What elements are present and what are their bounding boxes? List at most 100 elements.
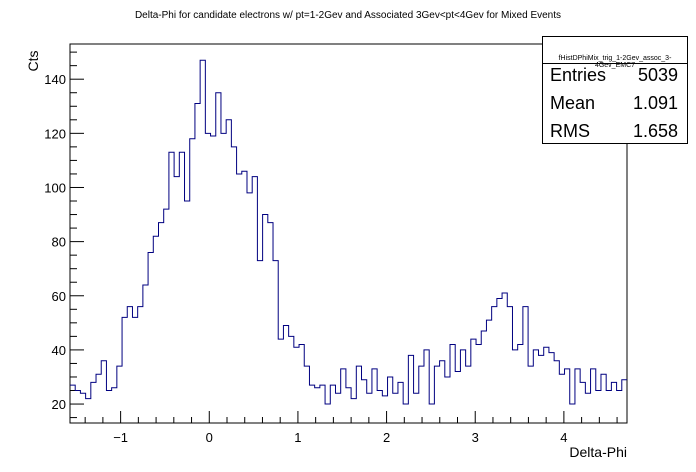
histogram-bin (106, 391, 111, 423)
histogram-bin (414, 393, 419, 423)
histogram-bin (533, 350, 538, 423)
histogram-bin (502, 293, 507, 423)
histogram-bin (122, 317, 127, 423)
histogram-bin (309, 385, 314, 423)
histogram-bin (565, 369, 570, 423)
histogram-bin (179, 152, 184, 423)
histogram-bin (346, 388, 351, 423)
chart-title: Delta-Phi for candidate electrons w/ pt=… (134, 10, 562, 21)
histogram-bin (299, 344, 304, 423)
stats-mean-label: Mean (550, 93, 596, 113)
histogram-bin (231, 147, 236, 423)
histogram-series (70, 59, 627, 405)
histogram-bin (117, 366, 122, 423)
histogram-bin (362, 380, 367, 423)
histogram-bin (518, 344, 523, 423)
histogram-bin (398, 382, 403, 423)
histogram-bin (216, 93, 221, 423)
histogram-bin (575, 369, 580, 423)
x-tick-label: 2 (383, 430, 390, 445)
tick-labels: −1 0 1 2 3 4 20 40 60 80 100 120 140 (44, 72, 567, 445)
histogram-bin (138, 307, 143, 423)
histogram-bin (492, 307, 497, 423)
histogram-bin (75, 391, 80, 423)
histogram-bin (304, 366, 309, 423)
histogram-bin (617, 391, 622, 423)
histogram-bin (424, 350, 429, 423)
y-tick-label: 100 (44, 180, 66, 195)
histogram-bin (257, 261, 262, 423)
histogram-bin (367, 393, 372, 423)
histogram-bin (294, 347, 299, 423)
histogram-bin (289, 336, 294, 423)
y-axis-label: Cts (25, 51, 41, 72)
stats-box: fHistDPhiMix_trig_1-2Gev_assoc_3-4Gev_EM… (542, 36, 688, 144)
stats-mean-row: Mean 1.091 (550, 93, 678, 119)
histogram-bin (622, 380, 627, 423)
histogram-bin (544, 347, 549, 423)
stats-entries-label: Entries (550, 65, 607, 85)
histogram-bin (174, 177, 179, 423)
histogram-bin (226, 120, 231, 423)
histogram-bin (330, 385, 335, 423)
histogram-bin (101, 361, 106, 423)
histogram-bin (512, 350, 517, 423)
histogram-bin (403, 404, 408, 423)
histogram-bin (393, 393, 398, 423)
histogram-bin (570, 404, 575, 423)
histogram-bin (96, 374, 101, 423)
stats-rms-row: RMS 1.658 (550, 121, 678, 147)
stats-rms-value: 1.658 (632, 121, 678, 141)
histogram-bin (190, 139, 195, 423)
histogram-bin (419, 366, 424, 423)
histogram-bin (315, 388, 320, 423)
y-tick-label: 80 (52, 235, 66, 250)
histogram-bin (112, 388, 117, 423)
histogram-bin (476, 344, 481, 423)
histogram-bin (159, 223, 164, 423)
stats-mean-value: 1.091 (632, 93, 678, 113)
histogram-bin (429, 404, 434, 423)
plot-frame (69, 43, 628, 424)
histogram-bin (341, 369, 346, 423)
y-tick-label: 140 (44, 72, 66, 87)
x-tick-label: −1 (113, 430, 128, 445)
histogram-bin (356, 366, 361, 423)
histogram-bin (554, 361, 559, 423)
histogram-bin (200, 60, 205, 423)
histogram-bin (268, 223, 273, 423)
histogram-bin (148, 252, 153, 423)
histogram-bin (606, 391, 611, 423)
histogram-bin (450, 344, 455, 423)
stats-divider (543, 63, 687, 64)
histogram-bin (455, 372, 460, 423)
histogram-bin (507, 307, 512, 423)
histogram-bin (143, 285, 148, 423)
histogram-bin (388, 377, 393, 423)
histogram-bin (549, 353, 554, 423)
histogram-bin (153, 236, 158, 423)
histogram-bin (601, 374, 606, 423)
histogram-bin (132, 317, 137, 423)
histogram-bin (486, 320, 491, 423)
stats-entries-value: 5039 (637, 65, 678, 85)
histogram-bin (335, 393, 340, 423)
histogram-bin (273, 261, 278, 423)
histogram-bin (559, 374, 564, 423)
histogram-bin (195, 104, 200, 423)
histogram-bin (523, 307, 528, 423)
y-tick-label: 40 (52, 343, 66, 358)
histogram-bin (278, 339, 283, 423)
histogram-bin (497, 298, 502, 423)
histogram-bin (408, 355, 413, 423)
histogram-bin (164, 209, 169, 423)
histogram-bin (351, 399, 356, 423)
y-tick-label: 60 (52, 289, 66, 304)
histogram-bin (242, 171, 247, 423)
histogram-bin (325, 404, 330, 423)
histogram-bin (91, 382, 96, 423)
histogram-bin (237, 174, 242, 423)
histogram-bin (247, 193, 252, 423)
histogram-bin (221, 133, 226, 423)
